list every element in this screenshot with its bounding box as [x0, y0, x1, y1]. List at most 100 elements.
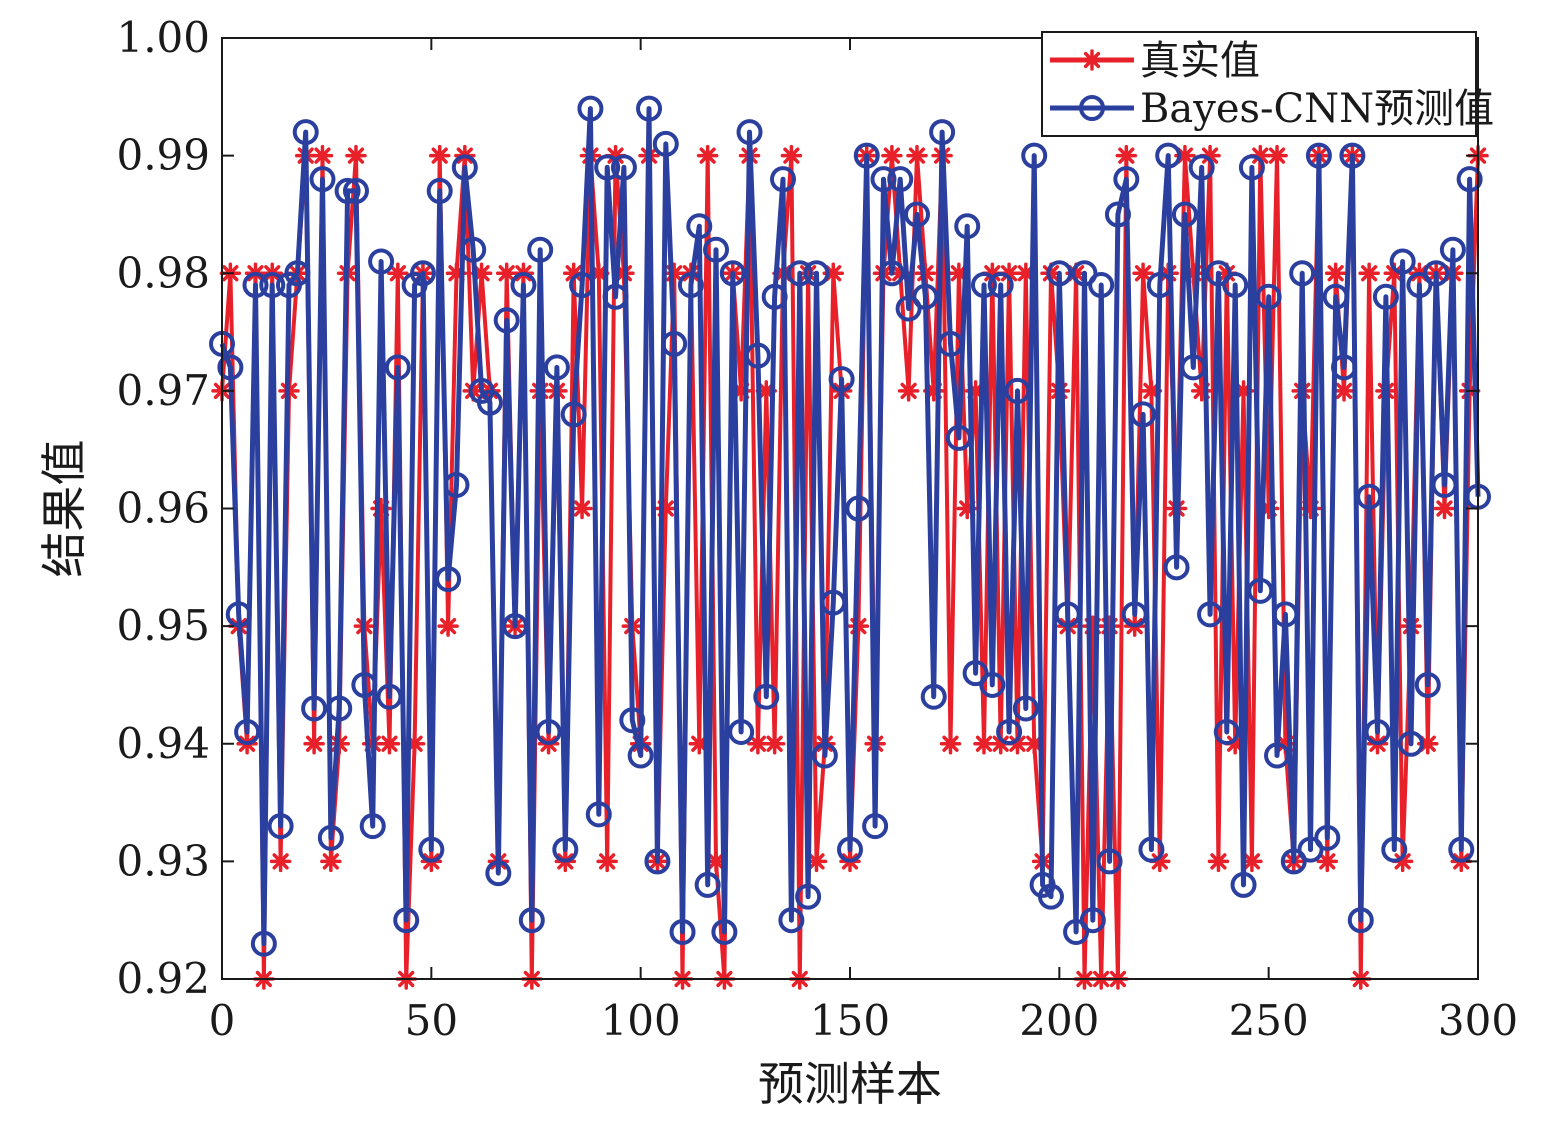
data-point-marker: [1021, 142, 1048, 169]
data-point-marker: [929, 119, 956, 146]
data-point-marker: [1324, 262, 1347, 284]
data-point-marker: [677, 272, 704, 299]
data-point-marker: [1247, 577, 1274, 604]
data-point-marker: [368, 248, 395, 275]
data-point-marker: [435, 566, 462, 593]
y-tick-label: 0.99: [116, 131, 210, 180]
data-point-marker: [535, 718, 562, 745]
data-point-marker: [1113, 166, 1140, 193]
x-tick-label: 250: [1229, 996, 1309, 1045]
data-point-marker: [345, 144, 367, 167]
data-point-marker: [1098, 615, 1121, 637]
data-point-marker: [1406, 272, 1433, 299]
series-layer: [209, 95, 1491, 990]
data-point-marker: [1004, 377, 1031, 404]
data-point-marker: [1347, 907, 1374, 934]
x-tick-label: 200: [1019, 996, 1099, 1045]
series-line: [219, 106, 1481, 947]
data-point-marker: [301, 695, 328, 722]
data-point-marker: [602, 283, 629, 310]
data-point-marker: [393, 907, 420, 934]
data-point-marker: [1163, 554, 1190, 581]
y-tick-label: 0.97: [116, 366, 210, 415]
data-point-marker: [1389, 248, 1416, 275]
data-point-marker: [669, 918, 696, 945]
data-point-marker: [1322, 283, 1349, 310]
data-point-marker: [803, 260, 830, 287]
data-point-marker: [460, 236, 487, 263]
data-point-marker: [1155, 142, 1182, 169]
data-point-marker: [1280, 848, 1307, 875]
data-point-marker: [359, 813, 386, 840]
data-point-marker: [1012, 695, 1039, 722]
data-point-marker: [847, 615, 870, 637]
y-tick-label: 0.92: [116, 954, 210, 1003]
y-tick-label: 0.96: [116, 484, 210, 533]
data-point-marker: [920, 683, 947, 710]
data-point-marker: [326, 695, 353, 722]
data-point-marker: [334, 177, 361, 204]
ticks-layer: 0 50 100 150 200 250 300 0.92 0.93 0.94 0.95 0.96 0.…: [116, 13, 1518, 1045]
data-point-marker: [1372, 283, 1399, 310]
data-point-marker: [811, 742, 838, 769]
data-point-marker: [376, 683, 403, 710]
data-point-marker: [250, 930, 277, 957]
data-point-marker: [862, 813, 889, 840]
data-point-marker: [912, 283, 939, 310]
data-point-marker: [870, 166, 897, 193]
data-point-marker: [761, 283, 788, 310]
data-point-marker: [1272, 601, 1299, 628]
data-point-marker: [786, 260, 813, 287]
legend-item: 真实值: [1050, 38, 1260, 84]
data-point-marker: [1316, 850, 1339, 873]
data-point-marker: [1104, 201, 1131, 228]
data-point-marker: [303, 733, 325, 755]
data-point-marker: [1448, 836, 1475, 863]
data-point-marker: [828, 366, 855, 393]
data-point-marker: [418, 836, 445, 863]
data-point-marker: [1063, 918, 1090, 945]
data-point-marker: [1433, 497, 1456, 520]
y-tick-label: 0.94: [116, 719, 210, 768]
data-point-marker: [1079, 95, 1105, 121]
data-point-marker: [309, 166, 336, 193]
data-point-marker: [317, 824, 344, 851]
y-axis-title: 结果值: [37, 440, 91, 578]
data-point-marker: [451, 154, 478, 181]
data-point-marker: [284, 260, 311, 287]
data-point-marker: [1358, 262, 1380, 284]
data-point-marker: [1071, 260, 1098, 287]
data-point-marker: [853, 142, 880, 169]
data-point-marker: [217, 354, 244, 381]
data-point-marker: [661, 330, 688, 357]
data-point-marker: [694, 871, 721, 898]
data-point-marker: [543, 354, 570, 381]
data-point-marker: [1037, 883, 1064, 910]
data-point-marker: [820, 589, 847, 616]
legend-label: 真实值: [1140, 38, 1260, 84]
data-point-marker: [1255, 283, 1282, 310]
data-point-marker: [1398, 730, 1425, 757]
data-point-marker: [1213, 718, 1240, 745]
data-point-marker: [1188, 154, 1215, 181]
data-point-marker: [552, 836, 579, 863]
data-point-marker: [903, 201, 930, 228]
data-point-marker: [736, 119, 763, 146]
data-point-marker: [728, 718, 755, 745]
data-point-marker: [585, 801, 612, 828]
data-point-marker: [945, 424, 972, 451]
legend-item: Bayes-CNN预测值: [1050, 86, 1494, 132]
data-point-marker: [1414, 671, 1441, 698]
data-point-marker: [1297, 836, 1324, 863]
data-point-marker: [1264, 742, 1291, 769]
data-point-marker: [577, 95, 604, 122]
data-point-marker: [795, 883, 822, 910]
data-point-marker: [518, 907, 545, 934]
data-point-marker: [1081, 49, 1103, 71]
data-point-marker: [409, 260, 436, 287]
data-point-marker: [895, 295, 922, 322]
data-point-marker: [1364, 718, 1391, 745]
